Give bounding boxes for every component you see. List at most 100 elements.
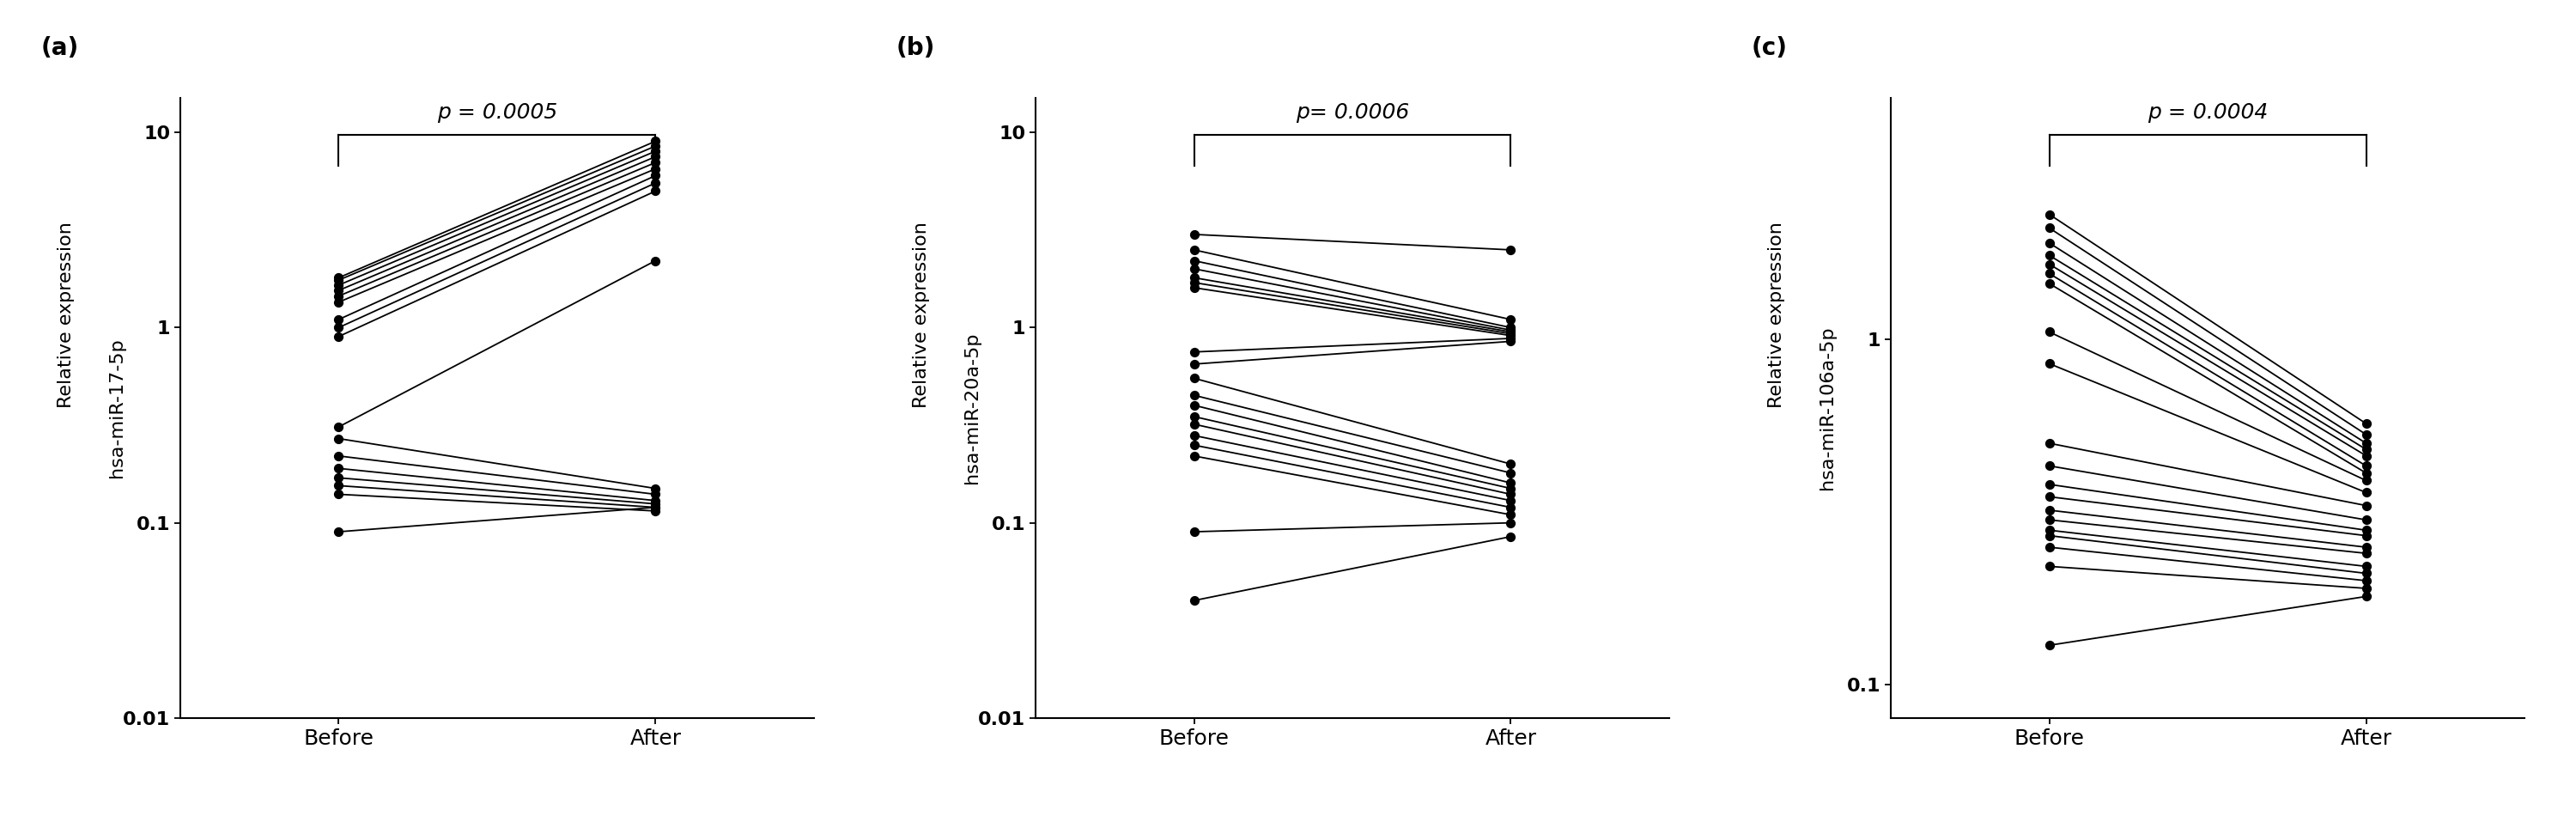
Point [2030, 503, 2071, 517]
Point [1489, 332, 1530, 345]
Point [1489, 508, 1530, 521]
Text: (c): (c) [1752, 36, 1788, 60]
Point [1175, 418, 1216, 431]
Point [2347, 443, 2388, 456]
Point [2030, 258, 2071, 271]
Point [317, 462, 358, 475]
Point [2030, 267, 2071, 280]
Point [2030, 357, 2071, 370]
Point [2030, 326, 2071, 339]
Point [1489, 494, 1530, 507]
Point [634, 156, 675, 169]
Point [634, 488, 675, 501]
Point [2347, 574, 2388, 588]
Point [317, 526, 358, 539]
Point [2347, 541, 2388, 554]
Point [634, 176, 675, 189]
Point [317, 330, 358, 343]
Point [317, 290, 358, 303]
Point [634, 162, 675, 175]
Point [1175, 254, 1216, 267]
Point [2347, 428, 2388, 441]
Point [1175, 357, 1216, 370]
Point [2347, 486, 2388, 499]
Text: p = 0.0005: p = 0.0005 [438, 102, 556, 122]
Point [2347, 590, 2388, 603]
Point [634, 482, 675, 495]
Point [2030, 541, 2071, 554]
Point [2030, 529, 2071, 542]
Text: Relative expression: Relative expression [57, 222, 75, 408]
Text: hsa-miR-106a-5p: hsa-miR-106a-5p [1819, 326, 1837, 490]
Point [634, 254, 675, 267]
Point [1489, 321, 1530, 334]
Point [634, 498, 675, 511]
Point [1489, 488, 1530, 501]
Point [2030, 560, 2071, 573]
Point [1489, 477, 1530, 490]
Point [1489, 313, 1530, 326]
Point [317, 472, 358, 485]
Point [1175, 594, 1216, 607]
Point [634, 504, 675, 517]
Point [1175, 282, 1216, 295]
Point [317, 432, 358, 445]
Point [317, 420, 358, 433]
Point [1175, 399, 1216, 412]
Point [1489, 458, 1530, 471]
Point [1489, 324, 1530, 337]
Point [634, 501, 675, 514]
Point [1175, 228, 1216, 241]
Point [2030, 513, 2071, 526]
Point [1175, 410, 1216, 424]
Point [2347, 467, 2388, 480]
Point [1175, 372, 1216, 385]
Point [2347, 524, 2388, 537]
Point [1489, 530, 1530, 543]
Point [1489, 501, 1530, 514]
Point [2030, 249, 2071, 262]
Point [634, 150, 675, 163]
Point [2347, 529, 2388, 542]
Point [2347, 582, 2388, 595]
Point [1489, 327, 1530, 340]
Point [634, 135, 675, 148]
Point [2030, 437, 2071, 450]
Point [317, 278, 358, 291]
Point [2030, 639, 2071, 652]
Point [2030, 277, 2071, 290]
Point [317, 295, 358, 308]
Point [1489, 335, 1530, 348]
Point [317, 313, 358, 326]
Point [317, 479, 358, 492]
Point [2347, 417, 2388, 430]
Point [1175, 429, 1216, 442]
Point [1489, 326, 1530, 339]
Point [317, 284, 358, 297]
Point [1175, 276, 1216, 289]
Point [317, 450, 358, 463]
Point [2030, 459, 2071, 472]
Point [2347, 499, 2388, 512]
Point [634, 501, 675, 514]
Point [2347, 450, 2388, 463]
Text: Relative expression: Relative expression [1767, 222, 1785, 408]
Point [634, 184, 675, 197]
Point [1175, 450, 1216, 463]
Point [1489, 482, 1530, 495]
Point [1175, 262, 1216, 275]
Point [2347, 513, 2388, 526]
Point [2347, 437, 2388, 450]
Point [2347, 560, 2388, 573]
Point [2030, 208, 2071, 221]
Point [2347, 547, 2388, 560]
Point [2030, 524, 2071, 537]
Text: hsa-miR-17-5p: hsa-miR-17-5p [108, 338, 126, 478]
Point [634, 169, 675, 182]
Point [1489, 517, 1530, 530]
Point [317, 488, 358, 501]
Point [634, 140, 675, 153]
Text: p = 0.0004: p = 0.0004 [2148, 102, 2267, 122]
Point [1175, 526, 1216, 539]
Point [1489, 329, 1530, 342]
